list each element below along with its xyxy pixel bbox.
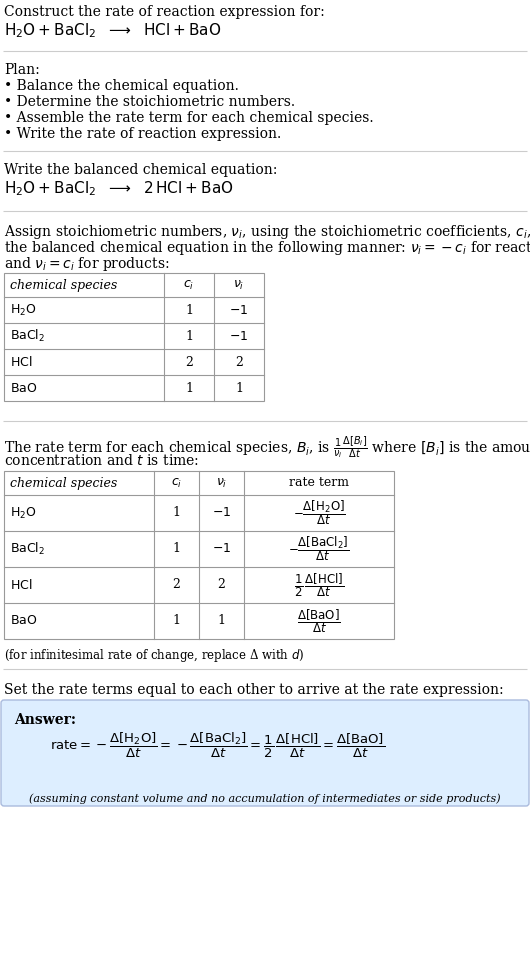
Text: 1: 1: [172, 507, 181, 519]
Text: chemical species: chemical species: [10, 476, 117, 490]
Text: the balanced chemical equation in the following manner: $\nu_i = -c_i$ for react: the balanced chemical equation in the fo…: [4, 239, 530, 257]
Bar: [4, 273, 264, 401]
Text: $\mathrm{BaO}$: $\mathrm{BaO}$: [10, 615, 37, 628]
Text: $\dfrac{\Delta[\mathrm{BaO}]}{\Delta t}$: $\dfrac{\Delta[\mathrm{BaO}]}{\Delta t}$: [297, 607, 341, 634]
Text: $-1$: $-1$: [229, 330, 249, 343]
Text: 1: 1: [235, 382, 243, 394]
Text: $c_i$: $c_i$: [183, 278, 195, 292]
Text: $-\dfrac{\Delta[\mathrm{BaCl_2}]}{\Delta t}$: $-\dfrac{\Delta[\mathrm{BaCl_2}]}{\Delta…: [288, 535, 350, 563]
Text: $\mathrm{BaCl_2}$: $\mathrm{BaCl_2}$: [10, 328, 45, 345]
Text: (assuming constant volume and no accumulation of intermediates or side products): (assuming constant volume and no accumul…: [29, 793, 501, 803]
Text: $c_i$: $c_i$: [171, 476, 182, 490]
Text: Assign stoichiometric numbers, $\nu_i$, using the stoichiometric coefficients, $: Assign stoichiometric numbers, $\nu_i$, …: [4, 223, 530, 241]
Text: $-1$: $-1$: [229, 304, 249, 316]
Text: $\mathrm{H_2O}$: $\mathrm{H_2O}$: [10, 303, 37, 317]
Text: $\nu_i$: $\nu_i$: [216, 476, 227, 490]
Text: concentration and $t$ is time:: concentration and $t$ is time:: [4, 453, 199, 468]
Text: 1: 1: [217, 615, 225, 628]
Text: and $\nu_i = c_i$ for products:: and $\nu_i = c_i$ for products:: [4, 255, 170, 273]
Text: 1: 1: [172, 615, 181, 628]
Text: 2: 2: [173, 579, 180, 591]
FancyBboxPatch shape: [1, 700, 529, 806]
Text: $-1$: $-1$: [212, 507, 231, 519]
Text: (for infinitesimal rate of change, replace Δ with $d$): (for infinitesimal rate of change, repla…: [4, 647, 304, 664]
Text: Construct the rate of reaction expression for:: Construct the rate of reaction expressio…: [4, 5, 325, 19]
Text: $\mathrm{BaCl_2}$: $\mathrm{BaCl_2}$: [10, 541, 45, 557]
Bar: [4, 471, 394, 639]
Text: 2: 2: [235, 355, 243, 369]
Text: Write the balanced chemical equation:: Write the balanced chemical equation:: [4, 163, 277, 177]
Text: 1: 1: [185, 304, 193, 316]
Text: chemical species: chemical species: [10, 278, 117, 292]
Text: Answer:: Answer:: [14, 713, 76, 727]
Text: • Balance the chemical equation.: • Balance the chemical equation.: [4, 79, 239, 93]
Text: • Determine the stoichiometric numbers.: • Determine the stoichiometric numbers.: [4, 95, 295, 109]
Text: Set the rate terms equal to each other to arrive at the rate expression:: Set the rate terms equal to each other t…: [4, 683, 504, 697]
Text: 1: 1: [185, 382, 193, 394]
Text: $\mathrm{HCl}$: $\mathrm{HCl}$: [10, 578, 32, 592]
Text: 2: 2: [217, 579, 225, 591]
Text: $\mathrm{rate} = -\dfrac{\Delta[\mathrm{H_2O}]}{\Delta t} = -\dfrac{\Delta[\math: $\mathrm{rate} = -\dfrac{\Delta[\mathrm{…: [50, 730, 385, 759]
Text: $\mathrm{HCl}$: $\mathrm{HCl}$: [10, 355, 32, 369]
Text: rate term: rate term: [289, 476, 349, 490]
Text: • Write the rate of reaction expression.: • Write the rate of reaction expression.: [4, 127, 281, 141]
Text: Plan:: Plan:: [4, 63, 40, 77]
Text: $\nu_i$: $\nu_i$: [233, 278, 245, 292]
Text: $-1$: $-1$: [212, 543, 231, 555]
Text: $\mathrm{H_2O + BaCl_2\ \ \longrightarrow\ \ 2\,HCl + BaO}$: $\mathrm{H_2O + BaCl_2\ \ \longrightarro…: [4, 179, 234, 198]
Text: $\dfrac{1}{2}\,\dfrac{\Delta[\mathrm{HCl}]}{\Delta t}$: $\dfrac{1}{2}\,\dfrac{\Delta[\mathrm{HCl…: [294, 571, 344, 599]
Text: 1: 1: [185, 330, 193, 343]
Text: $\mathrm{H_2O + BaCl_2\ \ \longrightarrow\ \ HCl + BaO}$: $\mathrm{H_2O + BaCl_2\ \ \longrightarro…: [4, 21, 222, 40]
Text: 1: 1: [172, 543, 181, 555]
Text: The rate term for each chemical species, $B_i$, is $\frac{1}{\nu_i}\frac{\Delta[: The rate term for each chemical species,…: [4, 435, 530, 461]
Text: $-\dfrac{\Delta[\mathrm{H_2O}]}{\Delta t}$: $-\dfrac{\Delta[\mathrm{H_2O}]}{\Delta t…: [293, 499, 346, 527]
Text: $\mathrm{BaO}$: $\mathrm{BaO}$: [10, 382, 37, 394]
Text: 2: 2: [185, 355, 193, 369]
Text: • Assemble the rate term for each chemical species.: • Assemble the rate term for each chemic…: [4, 111, 374, 125]
Text: $\mathrm{H_2O}$: $\mathrm{H_2O}$: [10, 506, 37, 520]
